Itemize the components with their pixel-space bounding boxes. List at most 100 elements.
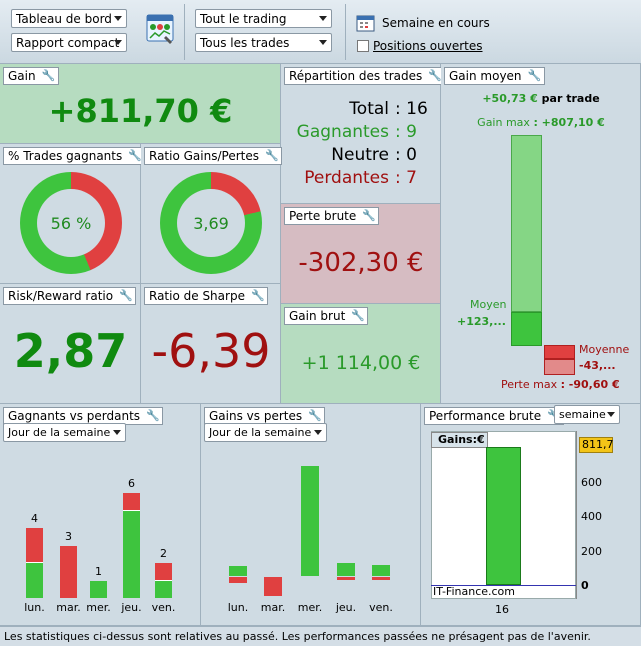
repartition-neutre-label: Neutre	[331, 145, 389, 165]
gain-max-bar	[511, 135, 542, 312]
risk-reward-title: Risk/Reward ratio	[8, 289, 114, 303]
perf-bar	[486, 447, 521, 585]
gain-max-value: : +807,10 €	[533, 116, 605, 129]
gain-bar	[301, 465, 319, 576]
gain-title: Gain	[8, 69, 36, 83]
perte-brute-panel: Perte brute 🔧 -302,30 €	[281, 204, 441, 304]
day-label: mar.	[260, 601, 286, 614]
repartition-perdantes-value: : 7	[395, 168, 417, 188]
bar-total-label: 3	[65, 529, 72, 543]
repartition-total-label: Total	[349, 99, 389, 119]
gvp-title: Gagnants vs perdants	[8, 409, 141, 423]
dashboard-settings-icon[interactable]	[146, 14, 176, 46]
wrench-icon[interactable]: 🔧	[146, 409, 160, 422]
gvp-select[interactable]: Jour de la semaine	[3, 423, 126, 442]
pct-gagnants-title: % Trades gagnants	[8, 149, 123, 163]
perf-y-axis	[576, 431, 577, 599]
gvp-panel: Gagnants vs perdants 🔧 Jour de la semaine…	[0, 404, 201, 626]
gain-bar	[372, 564, 390, 576]
wrench-icon[interactable]: 🔧	[128, 149, 143, 162]
panel-title[interactable]: Gain brut 🔧	[284, 307, 369, 325]
gain-value: +811,70 €	[48, 92, 233, 130]
panel-title[interactable]: Gain moyen 🔧	[444, 67, 545, 85]
repartition-panel: Répartition des trades 🔧 Total Gagnantes …	[281, 64, 446, 204]
gain-panel: Gain 🔧 +811,70 €	[0, 64, 281, 144]
gvpe-select[interactable]: Jour de la semaine	[204, 423, 327, 442]
gain-moyen-panel: Gain moyen 🔧 +50,73 € par trade Gain max …	[441, 64, 641, 404]
repartition-values: : 16 : 9 : 0 : 7	[395, 98, 439, 190]
wrench-icon[interactable]: 🔧	[428, 69, 443, 82]
open-positions-label[interactable]: Positions ouvertes	[373, 39, 483, 53]
gvp-chart: 4 lun. 3 mar. 1 mer. 6 jeu. 2 ven.	[0, 444, 200, 624]
gain-brut-title: Gain brut	[289, 309, 346, 323]
panel-title[interactable]: Gagnants vs perdants 🔧	[3, 407, 164, 425]
gvpe-panel: Gains vs pertes 🔧 Jour de la semaine lun.…	[201, 404, 421, 626]
gain-brut-value: +1 114,00 €	[301, 352, 421, 374]
wrench-icon[interactable]: 🔧	[527, 69, 542, 82]
perte-max-line: Perte max : -90,60 €	[501, 378, 620, 391]
perf-ytick: 400	[581, 510, 602, 523]
open-positions-checkbox[interactable]	[357, 40, 369, 52]
per-trade-label: par trade	[541, 92, 600, 105]
perte-max-bar	[544, 359, 575, 375]
wrench-icon[interactable]: 🔧	[119, 289, 133, 302]
repartition-gagnantes-label: Gagnantes	[296, 122, 389, 142]
perte-max-label: Perte max	[501, 378, 558, 391]
moyenne-label: Moyenne	[579, 343, 630, 356]
loser-bar	[26, 528, 43, 563]
loser-bar	[123, 493, 140, 511]
wrench-icon[interactable]: 🔧	[308, 409, 322, 422]
per-trade-line: +50,73 € par trade	[441, 92, 641, 105]
wrench-icon[interactable]: 🔧	[265, 149, 279, 162]
panel-title[interactable]: Perte brute 🔧	[284, 207, 380, 225]
status-bar: Les statistiques ci-dessus sont relative…	[0, 626, 641, 646]
perf-xlabel: 16	[495, 603, 509, 616]
gain-moyen-title: Gain moyen	[449, 69, 522, 83]
gain-max-line: Gain max : +807,10 €	[441, 116, 641, 129]
gvpe-title: Gains vs pertes	[209, 409, 303, 423]
wrench-icon[interactable]: 🔧	[41, 69, 56, 82]
wrench-icon[interactable]: 🔧	[251, 289, 265, 302]
winner-bar	[155, 580, 172, 598]
panel-title[interactable]: Ratio Gains/Pertes 🔧	[144, 147, 282, 165]
trades-select[interactable]: Tous les trades	[195, 33, 332, 52]
wrench-icon[interactable]: 🔧	[362, 209, 377, 222]
perte-moyenne-bar	[544, 345, 575, 359]
bar-total-label: 1	[95, 564, 102, 578]
perf-ytick: 0	[581, 579, 589, 592]
perf-ytick: 600	[581, 476, 602, 489]
pct-gagnants-value: 56 %	[37, 189, 105, 257]
perf-value-label: 811,7	[579, 437, 614, 453]
period-label[interactable]: Semaine en cours	[382, 16, 490, 30]
moyen-label: Moyen	[470, 298, 507, 311]
panel-title[interactable]: Répartition des trades 🔧	[284, 67, 446, 85]
day-label: mar.	[56, 601, 81, 614]
ratio-gp-title: Ratio Gains/Pertes	[149, 149, 259, 163]
ratio-gp-panel: Ratio Gains/Pertes 🔧 3,69	[141, 144, 282, 284]
toolbar: Tableau de bord Rapport compact Tout le …	[0, 0, 641, 64]
wrench-icon[interactable]: 🔧	[351, 309, 366, 322]
day-label: lun.	[227, 601, 249, 614]
sharpe-value: -6,39	[151, 324, 271, 378]
day-label: ven.	[369, 601, 393, 614]
calendar-icon[interactable]	[356, 13, 376, 33]
bar-total-label: 2	[160, 547, 167, 560]
view-select[interactable]: Tableau de bord	[11, 9, 127, 28]
loss-bar	[264, 577, 282, 597]
moyenne-value: -43,...	[579, 359, 616, 372]
repartition-neutre-value: : 0	[395, 145, 417, 165]
panel-title[interactable]: % Trades gagnants 🔧	[3, 147, 146, 165]
perte-brute-title: Perte brute	[289, 209, 357, 223]
panel-title[interactable]: Performance brute🔧	[424, 407, 565, 425]
winner-bar	[123, 510, 140, 598]
trading-select[interactable]: Tout le trading	[195, 9, 332, 28]
panel-title[interactable]: Gain 🔧	[3, 67, 59, 85]
day-label: jeu.	[335, 601, 357, 614]
day-label: jeu.	[121, 601, 142, 614]
perte-brute-value: -302,30 €	[298, 248, 424, 278]
perf-panel: Performance brute🔧 semaine Gains:€ IT-Fi…	[421, 404, 641, 626]
perf-period-select[interactable]: semaine	[554, 405, 620, 424]
panel-title[interactable]: Ratio de Sharpe 🔧	[144, 287, 268, 305]
panel-title[interactable]: Risk/Reward ratio 🔧	[3, 287, 137, 305]
report-select[interactable]: Rapport compact	[11, 33, 127, 52]
